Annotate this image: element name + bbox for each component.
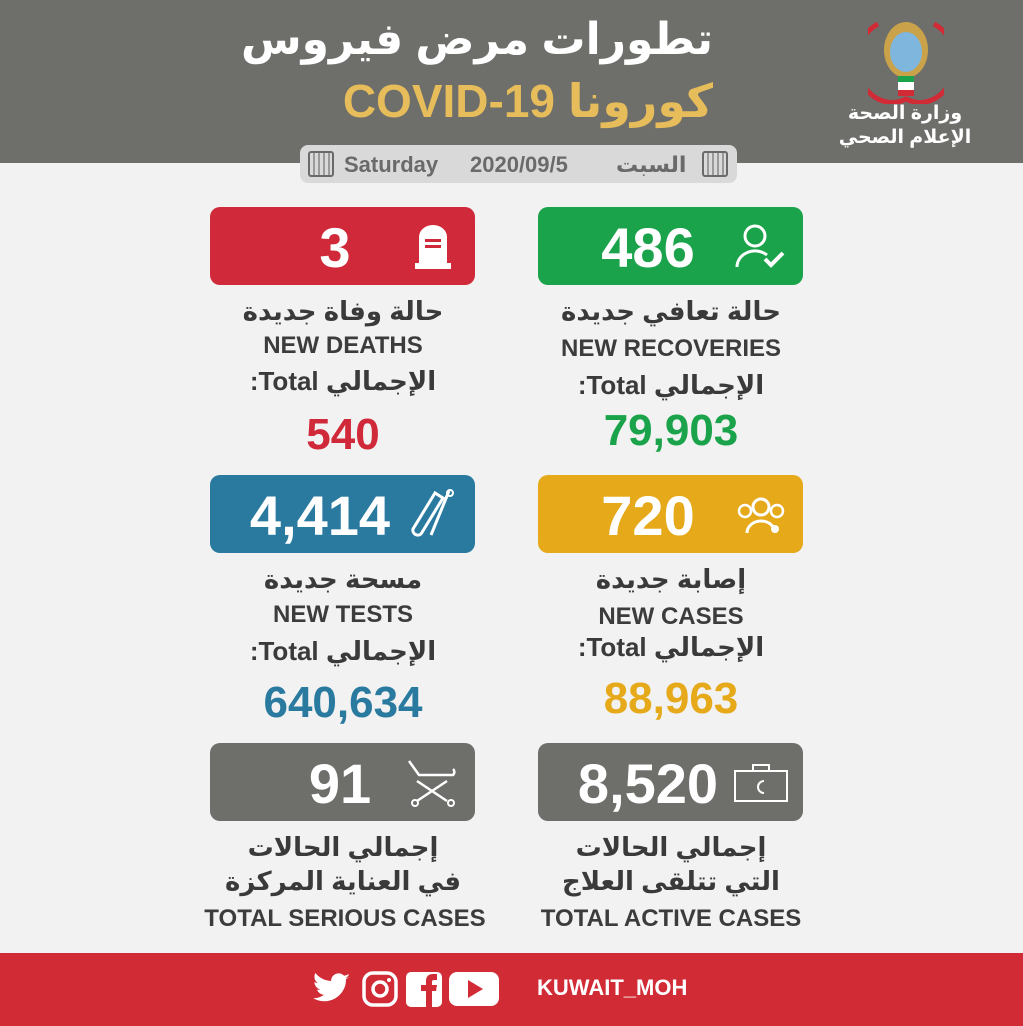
- new-tests-value: 4,414: [249, 484, 391, 547]
- new-deaths-label-ar: حالة وفاة جديدة: [242, 296, 444, 326]
- date-bar: Saturday 2020/09/5 السبت: [300, 145, 737, 183]
- stretcher-icon: [407, 760, 456, 807]
- new-deaths-card: 3: [210, 207, 475, 285]
- ministry-line2: الإعلام الصحي: [838, 127, 972, 148]
- serious-cases-card: 91: [210, 743, 475, 821]
- new-deaths-label-en: NEW DEATHS: [263, 332, 423, 359]
- new-recoveries-label-en: NEW RECOVERIES: [560, 335, 782, 362]
- group-virus-icon: [737, 497, 785, 534]
- serious-cases-value: 91: [308, 752, 372, 815]
- title-arabic: تطورات مرض فيروس: [240, 15, 713, 64]
- ministry-emblem-icon: [868, 21, 944, 104]
- ministry-line1: وزارة الصحة: [847, 103, 963, 124]
- day-en: Saturday: [344, 152, 439, 177]
- social-handle[interactable]: KUWAIT_MOH: [537, 975, 688, 1000]
- total-tests-value: 640,634: [263, 678, 423, 727]
- serious-cases-label-en: TOTAL SERIOUS CASES: [204, 905, 486, 932]
- serious-cases-label-ar2: في العناية المركزة: [225, 866, 461, 896]
- total-deaths-value: 540: [306, 410, 380, 459]
- instagram-icon[interactable]: [360, 971, 400, 1007]
- active-cases-label-en: TOTAL ACTIVE CASES: [540, 905, 802, 932]
- day-ar: السبت: [616, 152, 687, 177]
- ministry-name: وزارة الصحة الإعلام الصحي: [830, 102, 980, 150]
- new-cases-label-en: NEW CASES: [598, 603, 744, 630]
- tombstone-icon: [415, 225, 451, 269]
- youtube-icon[interactable]: [448, 971, 500, 1007]
- person-check-icon: [735, 224, 785, 268]
- new-recoveries-value: 486: [601, 216, 695, 279]
- active-cases-card: 8,520: [538, 743, 803, 821]
- medical-case-icon: [734, 764, 788, 802]
- title-covid: كورونا COVID-19: [342, 75, 713, 127]
- calendar-icon: [308, 151, 334, 177]
- header-banner: [0, 0, 1023, 163]
- total-cases-value: 88,963: [603, 674, 739, 723]
- total-label: الإجمالي Total:: [249, 636, 437, 666]
- new-recoveries-card: 486: [538, 207, 803, 285]
- total-label: الإجمالي Total:: [577, 370, 765, 400]
- active-cases-label-ar1: إجمالي الحالات: [575, 832, 767, 862]
- new-cases-label-ar: إصابة جديدة: [595, 564, 747, 594]
- date-value: 2020/09/5: [470, 152, 568, 177]
- total-label: الإجمالي Total:: [249, 366, 437, 396]
- total-label: الإجمالي Total:: [577, 632, 765, 662]
- calendar-icon: [702, 151, 728, 177]
- new-recoveries-label-ar: حالة تعافي جديدة: [561, 296, 781, 326]
- new-tests-label-ar: مسحة جديدة: [263, 564, 423, 594]
- new-deaths-value: 3: [319, 216, 351, 279]
- test-tube-icon: [411, 489, 454, 537]
- active-cases-label-ar2: التي تتلقى العلاج: [562, 866, 780, 896]
- new-tests-card: 4,414: [210, 475, 475, 553]
- active-cases-value: 8,520: [577, 752, 719, 815]
- new-cases-value: 720: [601, 484, 695, 547]
- new-cases-card: 720: [538, 475, 803, 553]
- new-tests-label-en: NEW TESTS: [272, 601, 413, 628]
- footer: [0, 953, 1023, 1026]
- twitter-icon[interactable]: [312, 971, 352, 1007]
- serious-cases-label-ar1: إجمالي الحالات: [247, 832, 439, 862]
- facebook-icon[interactable]: [404, 971, 444, 1007]
- total-recoveries-value: 79,903: [603, 406, 739, 455]
